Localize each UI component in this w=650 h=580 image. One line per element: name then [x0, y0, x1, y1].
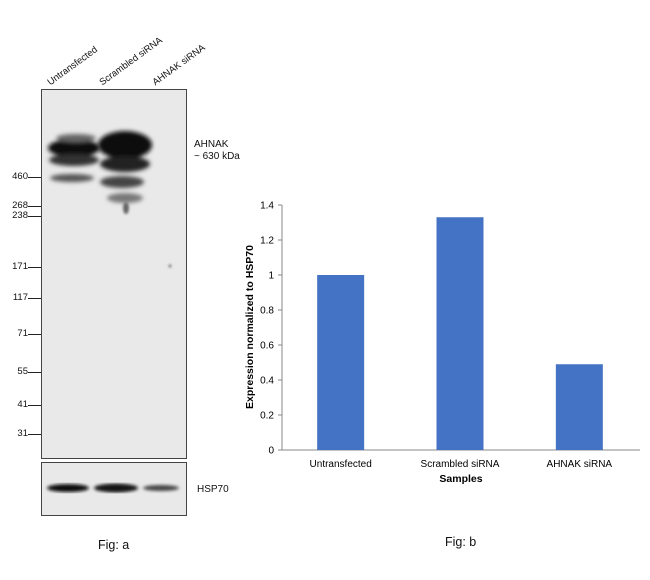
y-tick-label: 1.4 — [260, 201, 274, 212]
loading-control-label: HSP70 — [197, 484, 229, 495]
mw-marker-55: 55 — [17, 366, 28, 377]
target-size-label: ~ 630 kDa — [194, 151, 240, 162]
fig-b-caption: Fig: b — [445, 535, 477, 549]
y-tick-label: 0.6 — [260, 341, 274, 352]
mw-marker-31: 31 — [17, 428, 28, 439]
y-tick-label: 1.2 — [260, 236, 274, 247]
target-protein-label: AHNAK — [194, 139, 229, 150]
band-lane1 — [48, 134, 100, 182]
mw-marker-71: 71 — [17, 328, 28, 339]
mw-marker-460: 460 — [12, 171, 28, 182]
main-blot-image — [41, 89, 187, 459]
y-axis-title: Expression normalized to HSP70 — [244, 245, 256, 409]
x-tick-label: AHNAK siRNA — [547, 459, 613, 470]
loading-control-bands — [47, 483, 179, 493]
y-tick-label: 0.8 — [260, 306, 274, 317]
x-tick-label: Scrambled siRNA — [421, 459, 500, 470]
bar-scrambled-sirna — [436, 217, 484, 450]
band-lane2 — [98, 131, 152, 203]
mw-marker-41: 41 — [17, 399, 28, 410]
y-tick-label: 0.4 — [260, 376, 274, 387]
main-blot-bands — [48, 131, 172, 268]
mw-marker-238: 238 — [12, 210, 28, 221]
x-tick-label: Untransfected — [310, 459, 372, 470]
bar-untransfected — [317, 275, 365, 450]
x-axis-title: Samples — [439, 473, 482, 485]
y-tick-label: 0 — [268, 446, 274, 457]
mw-marker-117: 117 — [12, 292, 28, 303]
lane-label-untransfected: Untransfected — [45, 44, 100, 88]
y-tick-label: 0.2 — [260, 411, 274, 422]
bar-chart: 0 0.2 0.4 0.6 0.8 1 1.2 1.4 Untransfected Scramb… — [244, 201, 640, 485]
mw-marker-171: 171 — [12, 261, 28, 272]
loading-control-blot — [41, 462, 187, 516]
y-tick-label: 1 — [268, 271, 274, 282]
lane-label-ahnak-sirna: AHNAK siRNA — [150, 42, 208, 88]
fig-a-caption: Fig: a — [98, 538, 130, 552]
mw-marker-268: 268 — [12, 200, 28, 211]
bar-ahnak-sirna — [555, 364, 603, 450]
